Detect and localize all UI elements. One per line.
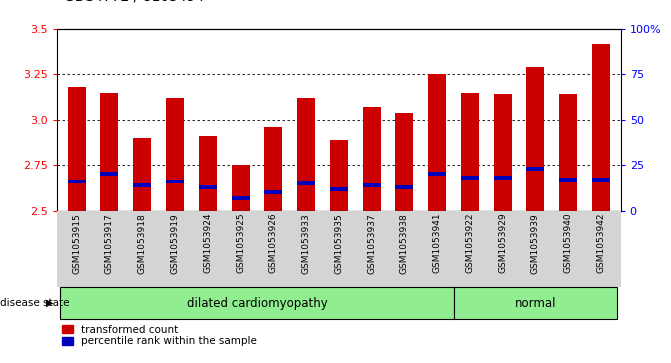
Bar (264, 191, 282, 195)
Bar (494, 176, 512, 180)
Text: GSM1053940: GSM1053940 (564, 213, 573, 273)
Bar (297, 182, 315, 185)
Text: GSM1053935: GSM1053935 (334, 213, 344, 274)
Text: GSM1053939: GSM1053939 (531, 213, 540, 274)
Text: GSM1053918: GSM1053918 (138, 213, 147, 274)
Bar (101, 93, 119, 211)
Bar (231, 196, 250, 200)
Bar (134, 138, 151, 211)
Bar (461, 176, 479, 180)
Bar (428, 74, 446, 211)
Bar (362, 183, 380, 187)
Text: ▶: ▶ (46, 298, 54, 308)
Text: dilated cardiomyopathy: dilated cardiomyopathy (187, 297, 327, 310)
Bar (362, 107, 380, 211)
Text: GSM1053942: GSM1053942 (597, 213, 605, 273)
Text: GSM1053926: GSM1053926 (269, 213, 278, 273)
Text: GSM1053925: GSM1053925 (236, 213, 245, 273)
Bar (199, 136, 217, 211)
Bar (166, 180, 184, 184)
Bar (527, 167, 544, 171)
Text: GDS4772 / 8103494: GDS4772 / 8103494 (64, 0, 204, 4)
Bar (395, 113, 413, 211)
Bar (330, 140, 348, 211)
Text: normal: normal (515, 297, 556, 310)
Text: GSM1053922: GSM1053922 (466, 213, 474, 273)
Bar (395, 185, 413, 189)
Bar (101, 172, 119, 176)
Bar (559, 178, 577, 182)
Bar (592, 44, 610, 211)
Text: GSM1053915: GSM1053915 (72, 213, 81, 274)
Legend: transformed count, percentile rank within the sample: transformed count, percentile rank withi… (62, 325, 257, 346)
Text: GSM1053919: GSM1053919 (170, 213, 180, 274)
Text: GSM1053933: GSM1053933 (301, 213, 311, 274)
Bar (454, 287, 617, 319)
Bar (330, 187, 348, 191)
Bar (494, 94, 512, 211)
Bar (134, 183, 151, 187)
Bar (559, 94, 577, 211)
Bar (231, 165, 250, 211)
Bar (592, 178, 610, 182)
Text: GSM1053937: GSM1053937 (367, 213, 376, 274)
Text: disease state: disease state (0, 298, 70, 308)
Text: GSM1053924: GSM1053924 (203, 213, 212, 273)
Text: GSM1053929: GSM1053929 (498, 213, 507, 273)
Bar (461, 93, 479, 211)
Bar (68, 180, 86, 184)
Bar (60, 287, 454, 319)
Bar (527, 67, 544, 211)
Bar (166, 98, 184, 211)
Text: GSM1053938: GSM1053938 (400, 213, 409, 274)
Bar (68, 87, 86, 211)
Bar (428, 172, 446, 176)
Bar (264, 127, 282, 211)
Bar (297, 98, 315, 211)
Bar (199, 185, 217, 189)
Text: GSM1053941: GSM1053941 (433, 213, 442, 273)
Text: GSM1053917: GSM1053917 (105, 213, 114, 274)
